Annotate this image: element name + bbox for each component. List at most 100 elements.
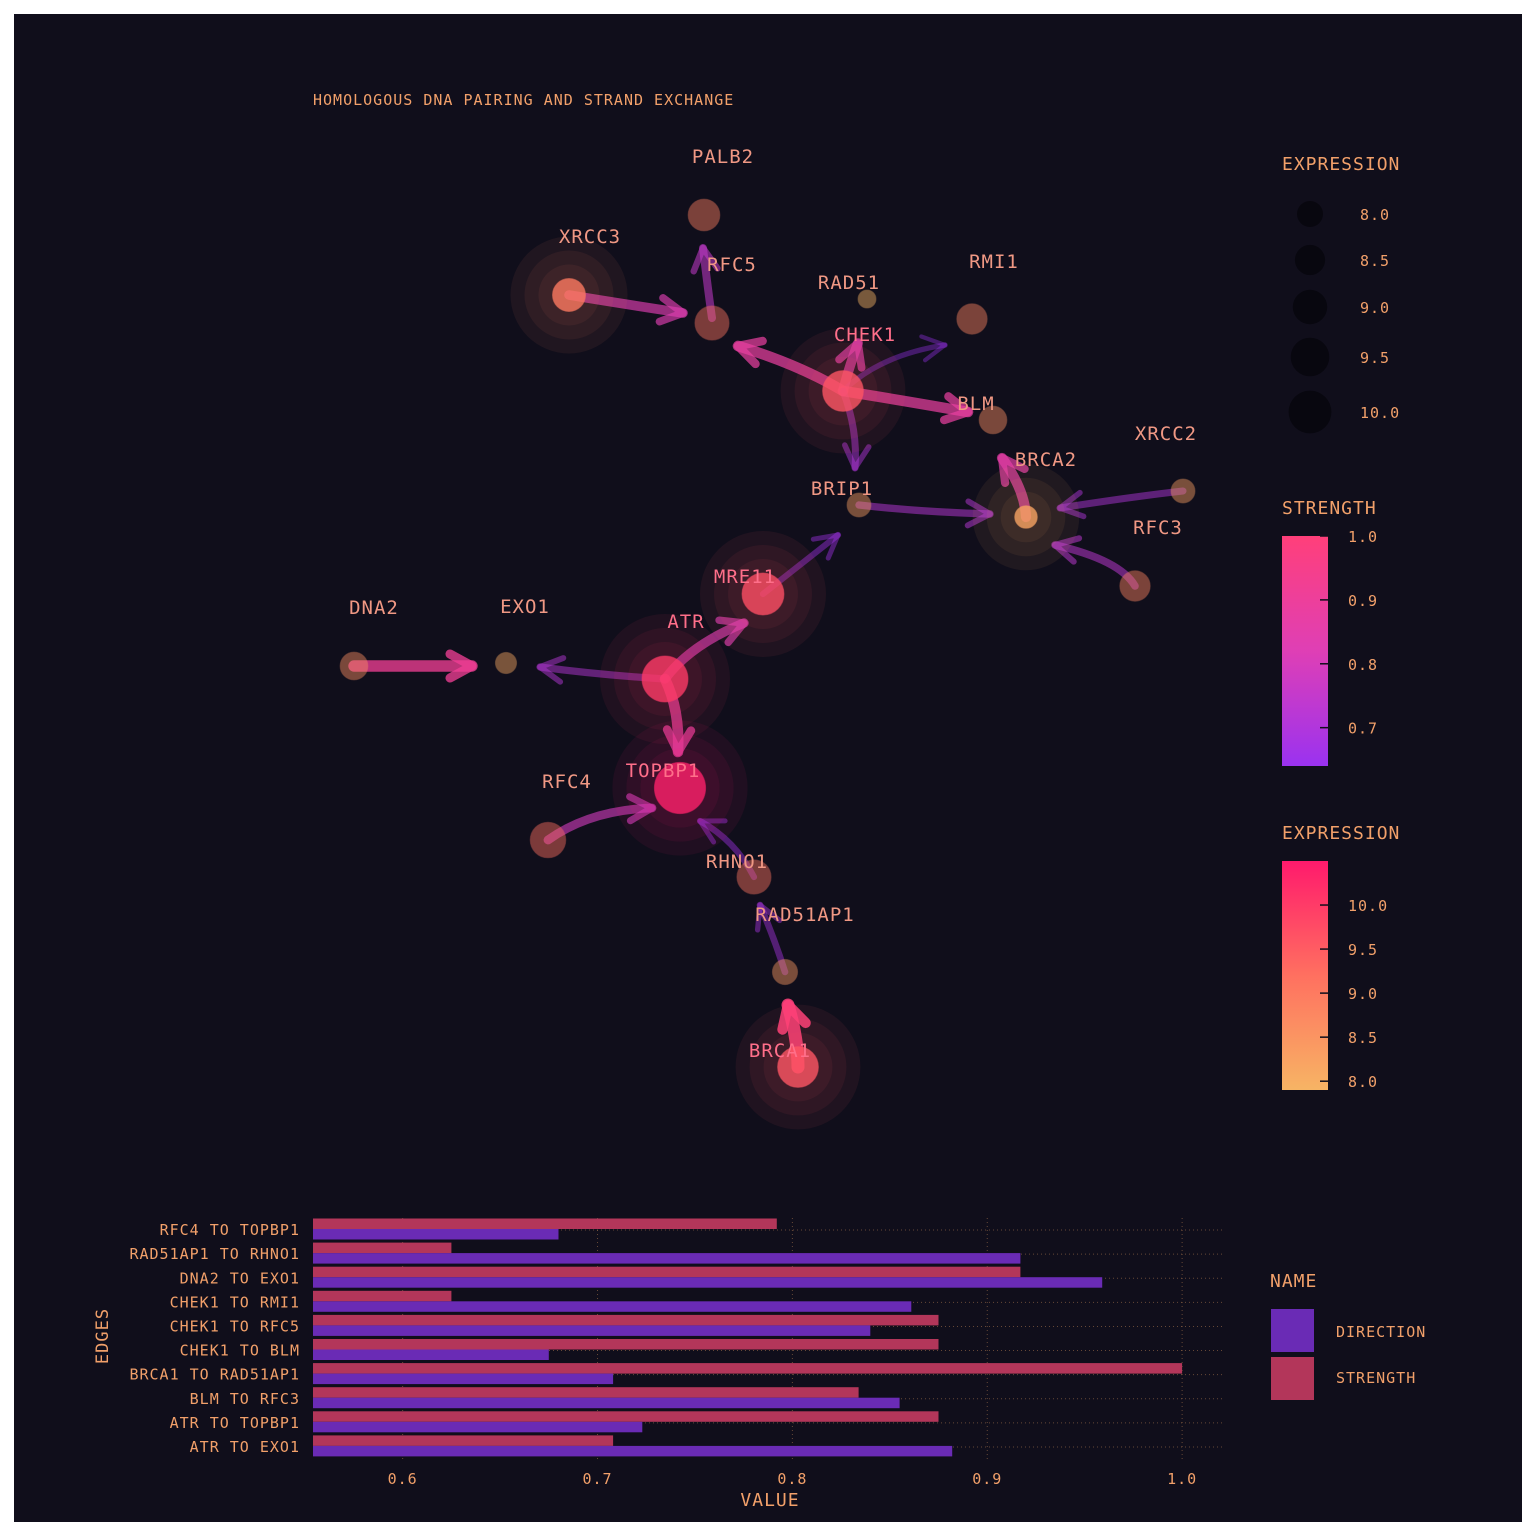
edge-rfc4-to-topbp1	[543, 803, 657, 845]
strength-colorbar	[1282, 536, 1328, 766]
expression-tick-label: 10.0	[1348, 897, 1388, 915]
bar-strength-6[interactable]	[313, 1363, 1183, 1374]
bar-x-tick-label: 0.8	[777, 1470, 807, 1488]
node-dna2[interactable]	[339, 651, 369, 681]
node-rfc5[interactable]	[694, 305, 730, 341]
node-xrcc2[interactable]	[1170, 478, 1196, 504]
node-mre11[interactable]	[741, 572, 785, 616]
node-blm[interactable]	[978, 405, 1008, 435]
expression-tick-label: 8.5	[1348, 1029, 1378, 1047]
edge-arrowhead	[939, 392, 973, 425]
node-rad51[interactable]	[857, 289, 877, 309]
bar-direction-9[interactable]	[313, 1445, 953, 1457]
edge-brip1-to-brca2	[855, 501, 994, 518]
node-brca1[interactable]	[777, 1046, 819, 1088]
node-brip1[interactable]	[846, 492, 872, 518]
bar-strength-5[interactable]	[313, 1339, 939, 1350]
node-rfc3[interactable]	[1119, 570, 1151, 602]
bar-category-label: CHEK1 TO RFC5	[170, 1317, 300, 1335]
network-edges	[348, 244, 1187, 1074]
bar-direction-7[interactable]	[313, 1397, 900, 1409]
bar-category-labels: RFC4 TO TOPBP1 RAD51AP1 TO RHNO1 DNA2 TO E…	[129, 1221, 300, 1456]
node-label-xrcc3: XRCC3	[559, 226, 621, 248]
node-label-blm: BLM	[957, 393, 994, 415]
bar-strength-1[interactable]	[313, 1242, 452, 1254]
bar-strength-0[interactable]	[313, 1218, 777, 1230]
edge-arrowhead	[690, 244, 721, 275]
bar-category-label: DNA2 TO EXO1	[180, 1269, 300, 1287]
node-label-rad51: RAD51	[818, 272, 880, 294]
node-palb2[interactable]	[687, 198, 721, 232]
node-atr[interactable]	[641, 655, 689, 703]
size-legend-label: 9.0	[1360, 299, 1390, 317]
bar-category-label: BLM TO RFC3	[190, 1390, 300, 1408]
edge-arrowhead	[1051, 535, 1083, 565]
size-legend-label: 8.0	[1360, 206, 1390, 224]
bar-direction-0[interactable]	[313, 1229, 559, 1240]
edge-arrowhead	[835, 339, 866, 372]
bar-direction-5[interactable]	[313, 1349, 549, 1361]
edge-arrowhead	[662, 725, 696, 757]
edge-arrowhead	[754, 902, 783, 933]
edge-arrowhead	[919, 334, 948, 363]
bar-x-tick-label: 0.9	[972, 1470, 1002, 1488]
strength-tick-label: 0.7	[1348, 720, 1378, 738]
node-label-xrcc2: XRCC2	[1135, 423, 1197, 445]
edge-arrowhead	[1057, 489, 1087, 520]
bar-direction-3[interactable]	[313, 1301, 912, 1312]
bar-x-tick-labels: 0.6 0.7 0.8 0.9 1.0	[388, 1470, 1197, 1488]
bar-category-label: BRCA1 TO RAD51AP1	[129, 1366, 300, 1384]
expression-colorbar	[1282, 861, 1328, 1090]
size-legend-title: EXPRESSION	[1282, 154, 1400, 175]
node-label-atr: ATR	[667, 611, 704, 633]
node-label-chek1: CHEK1	[834, 324, 896, 346]
node-exo1[interactable]	[494, 651, 518, 675]
size-legend-marker	[1288, 390, 1332, 434]
node-topbp1[interactable]	[653, 761, 707, 815]
network-title: HOMOLOGOUS DNA PAIRING AND STRAND EXCHAN…	[313, 91, 734, 109]
bar-strength-8[interactable]	[313, 1411, 939, 1422]
node-rhno1[interactable]	[736, 859, 772, 895]
node-label-rfc5: RFC5	[707, 254, 757, 276]
node-label-palb2: PALB2	[692, 146, 754, 168]
legend-swatch-strength	[1271, 1357, 1314, 1400]
expression-tick-label: 9.5	[1348, 941, 1378, 959]
bar-strength-9[interactable]	[313, 1435, 614, 1446]
node-label-rhno1: RHNO1	[706, 851, 768, 873]
edge-rhno1-to-topbp1	[696, 817, 758, 881]
bar-legend-title: NAME	[1270, 1271, 1317, 1292]
legend-label-strength: STRENGTH	[1336, 1369, 1416, 1387]
bar-strength-4[interactable]	[313, 1314, 939, 1326]
node-xrcc3[interactable]	[552, 278, 586, 312]
bar-y-axis-title: EDGES	[93, 1308, 113, 1364]
size-legend-marker	[1292, 289, 1328, 325]
bar-direction-1[interactable]	[313, 1253, 1021, 1264]
bar-strength-3[interactable]	[313, 1290, 452, 1302]
node-brca2[interactable]	[1014, 505, 1038, 529]
edge-arrowhead	[626, 793, 656, 825]
bar-x-tick-label: 1.0	[1167, 1470, 1197, 1488]
bar-direction-6[interactable]	[313, 1373, 614, 1385]
node-rad51ap1[interactable]	[771, 958, 799, 986]
node-rmi1[interactable]	[956, 303, 988, 335]
bar-direction-8[interactable]	[313, 1421, 643, 1433]
bar-category-label: ATR TO TOPBP1	[170, 1414, 300, 1432]
size-legend-marker	[1297, 201, 1323, 227]
node-label-brca1: BRCA1	[749, 1040, 811, 1062]
bar-direction-2[interactable]	[313, 1277, 1103, 1288]
bar-category-label: ATR TO EXO1	[190, 1438, 300, 1456]
expression-colorbar-ticks: 10.0 9.5 9.0 8.5 8.0	[1320, 897, 1388, 1091]
node-chek1[interactable]	[822, 370, 864, 412]
node-rfc4[interactable]	[529, 821, 567, 859]
strength-colorbar-ticks: 1.0 0.9 0.8 0.7	[1320, 528, 1378, 738]
edge-arrowhead	[655, 294, 687, 326]
bar-strength-7[interactable]	[313, 1387, 859, 1398]
bar-category-label: RAD51AP1 TO RHNO1	[129, 1245, 300, 1263]
node-label-rfc3: RFC3	[1133, 517, 1183, 539]
edge-arrowhead	[964, 498, 993, 529]
bar-direction-4[interactable]	[313, 1325, 871, 1336]
edge-arrowhead	[997, 453, 1029, 487]
node-label-rfc4: RFC4	[542, 771, 592, 793]
size-legend-marker	[1294, 244, 1326, 276]
bar-strength-2[interactable]	[313, 1266, 1021, 1278]
